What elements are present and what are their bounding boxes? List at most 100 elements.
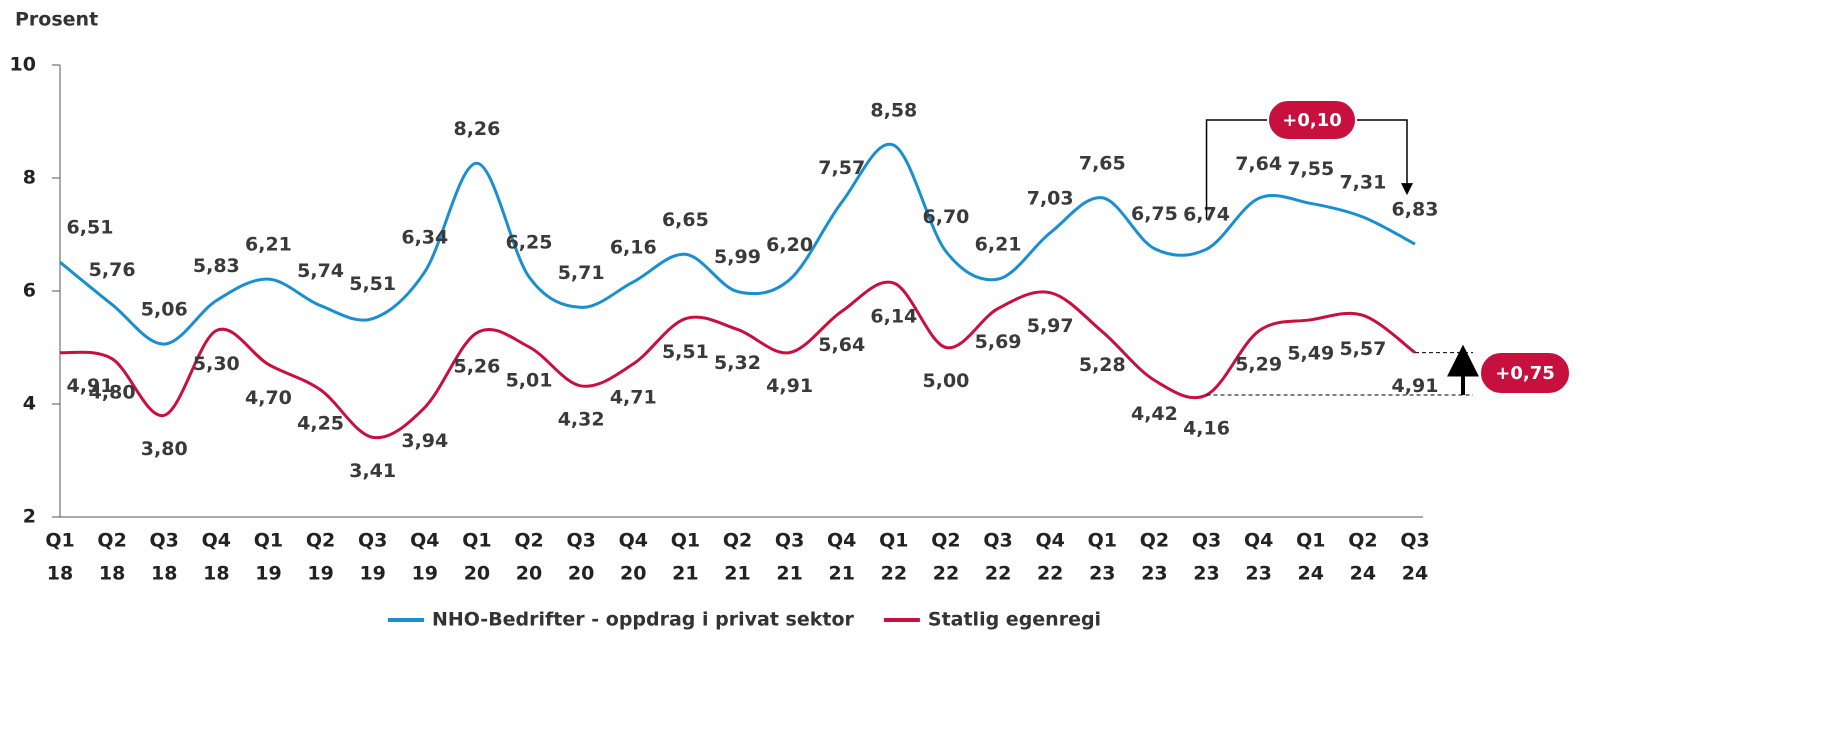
data-label: 6,65 (662, 209, 709, 231)
data-label: 5,51 (662, 341, 709, 363)
data-label: 6,70 (923, 206, 970, 228)
data-label: 5,99 (714, 246, 761, 268)
x-tick-label: Q3 (983, 530, 1012, 552)
data-label: 5,57 (1339, 338, 1386, 360)
data-label: 3,94 (401, 430, 448, 452)
x-tick-label: 22 (1037, 563, 1063, 585)
x-tick-label: Q4 (827, 530, 856, 552)
y-tick-label: 8 (23, 167, 36, 189)
x-tick-label: 21 (829, 563, 855, 585)
data-label: 5,06 (141, 299, 188, 321)
x-tick-label: Q2 (1140, 530, 1169, 552)
data-label: 5,51 (349, 273, 396, 295)
x-tick-label: Q4 (410, 530, 439, 552)
data-label: 5,97 (1027, 315, 1074, 337)
x-tick-label: Q3 (1400, 530, 1429, 552)
x-tick-label: Q2 (931, 530, 960, 552)
x-tick-label: Q1 (671, 530, 700, 552)
x-tick-label: 21 (776, 563, 802, 585)
data-label: 6,16 (610, 236, 657, 258)
data-label: 5,69 (975, 331, 1022, 353)
data-label: 3,41 (349, 460, 396, 482)
x-tick-label: Q3 (1192, 530, 1221, 552)
x-tick-label: 18 (203, 563, 229, 585)
data-label: 6,51 (67, 217, 114, 239)
data-label: 4,91 (1392, 375, 1439, 397)
x-tick-label: Q2 (306, 530, 335, 552)
x-tick-label: 24 (1298, 563, 1324, 585)
x-tick-label: Q3 (358, 530, 387, 552)
badge-label: +0,10 (1282, 110, 1342, 131)
data-label: 6,83 (1392, 199, 1439, 221)
x-tick-label: 22 (881, 563, 907, 585)
x-tick-label: Q2 (97, 530, 126, 552)
x-tick-label: Q1 (1088, 530, 1117, 552)
x-tick-label: 22 (933, 563, 959, 585)
data-label: 5,26 (453, 355, 500, 377)
data-label: 4,16 (1183, 417, 1230, 439)
y-tick-label: 6 (23, 280, 36, 302)
data-label: 4,25 (297, 412, 344, 434)
data-label: 5,83 (193, 255, 240, 277)
data-label: 4,80 (89, 381, 136, 403)
series-line (59, 280, 1416, 440)
data-label: 5,01 (506, 369, 553, 391)
x-tick-label: 18 (151, 563, 177, 585)
data-label: 6,21 (245, 234, 292, 256)
x-tick-label: Q4 (1244, 530, 1273, 552)
y-tick-label: 10 (10, 54, 36, 76)
data-label: 6,21 (975, 234, 1022, 256)
data-label: 5,00 (923, 370, 970, 392)
data-label: 8,58 (870, 100, 917, 122)
x-tick-label: Q1 (462, 530, 491, 552)
x-tick-label: 23 (1193, 563, 1219, 585)
data-label: 6,25 (506, 231, 553, 253)
legend-label: Statlig egenregi (928, 609, 1101, 631)
data-label: 6,75 (1131, 203, 1178, 225)
data-label: 4,70 (245, 387, 292, 409)
y-tick-label: 2 (23, 506, 36, 528)
data-label: 5,71 (558, 262, 605, 284)
data-label: 5,76 (89, 259, 136, 281)
data-label: 6,14 (870, 306, 917, 328)
data-label: 4,91 (67, 375, 114, 397)
x-tick-label: Q1 (45, 530, 74, 552)
x-tick-label: 23 (1141, 563, 1167, 585)
x-tick-label: Q1 (879, 530, 908, 552)
data-label: 7,03 (1027, 187, 1074, 209)
x-tick-label: Q4 (202, 530, 231, 552)
x-tick-label: 19 (412, 563, 438, 585)
x-tick-label: 20 (620, 563, 646, 585)
x-tick-label: Q2 (723, 530, 752, 552)
data-label: 8,26 (453, 118, 500, 140)
y-axis-label: Prosent (15, 9, 98, 31)
data-label: 4,42 (1131, 403, 1178, 425)
x-tick-label: Q3 (150, 530, 179, 552)
data-label: 4,91 (766, 375, 813, 397)
x-tick-label: 20 (568, 563, 594, 585)
x-tick-label: Q4 (1036, 530, 1065, 552)
data-label: 5,28 (1079, 354, 1126, 376)
badge-label: +0,75 (1495, 363, 1555, 384)
data-label: 5,32 (714, 352, 761, 374)
x-tick-label: Q3 (566, 530, 595, 552)
x-tick-label: 24 (1350, 563, 1376, 585)
badge (1479, 351, 1571, 395)
x-tick-label: 19 (359, 563, 385, 585)
x-tick-label: Q1 (1296, 530, 1325, 552)
data-label: 4,32 (558, 408, 605, 430)
badge (1267, 99, 1357, 141)
x-tick-label: 22 (985, 563, 1011, 585)
x-tick-label: 19 (255, 563, 281, 585)
data-label: 7,64 (1235, 153, 1282, 175)
x-tick-label: Q2 (1348, 530, 1377, 552)
data-label: 7,55 (1287, 158, 1334, 180)
x-tick-label: 18 (99, 563, 125, 585)
data-label: 5,30 (193, 353, 240, 375)
x-tick-label: 23 (1089, 563, 1115, 585)
data-label: 7,65 (1079, 152, 1126, 174)
data-label: 5,74 (297, 260, 344, 282)
x-tick-label: 24 (1402, 563, 1428, 585)
x-tick-label: Q4 (619, 530, 648, 552)
x-tick-label: 20 (516, 563, 542, 585)
